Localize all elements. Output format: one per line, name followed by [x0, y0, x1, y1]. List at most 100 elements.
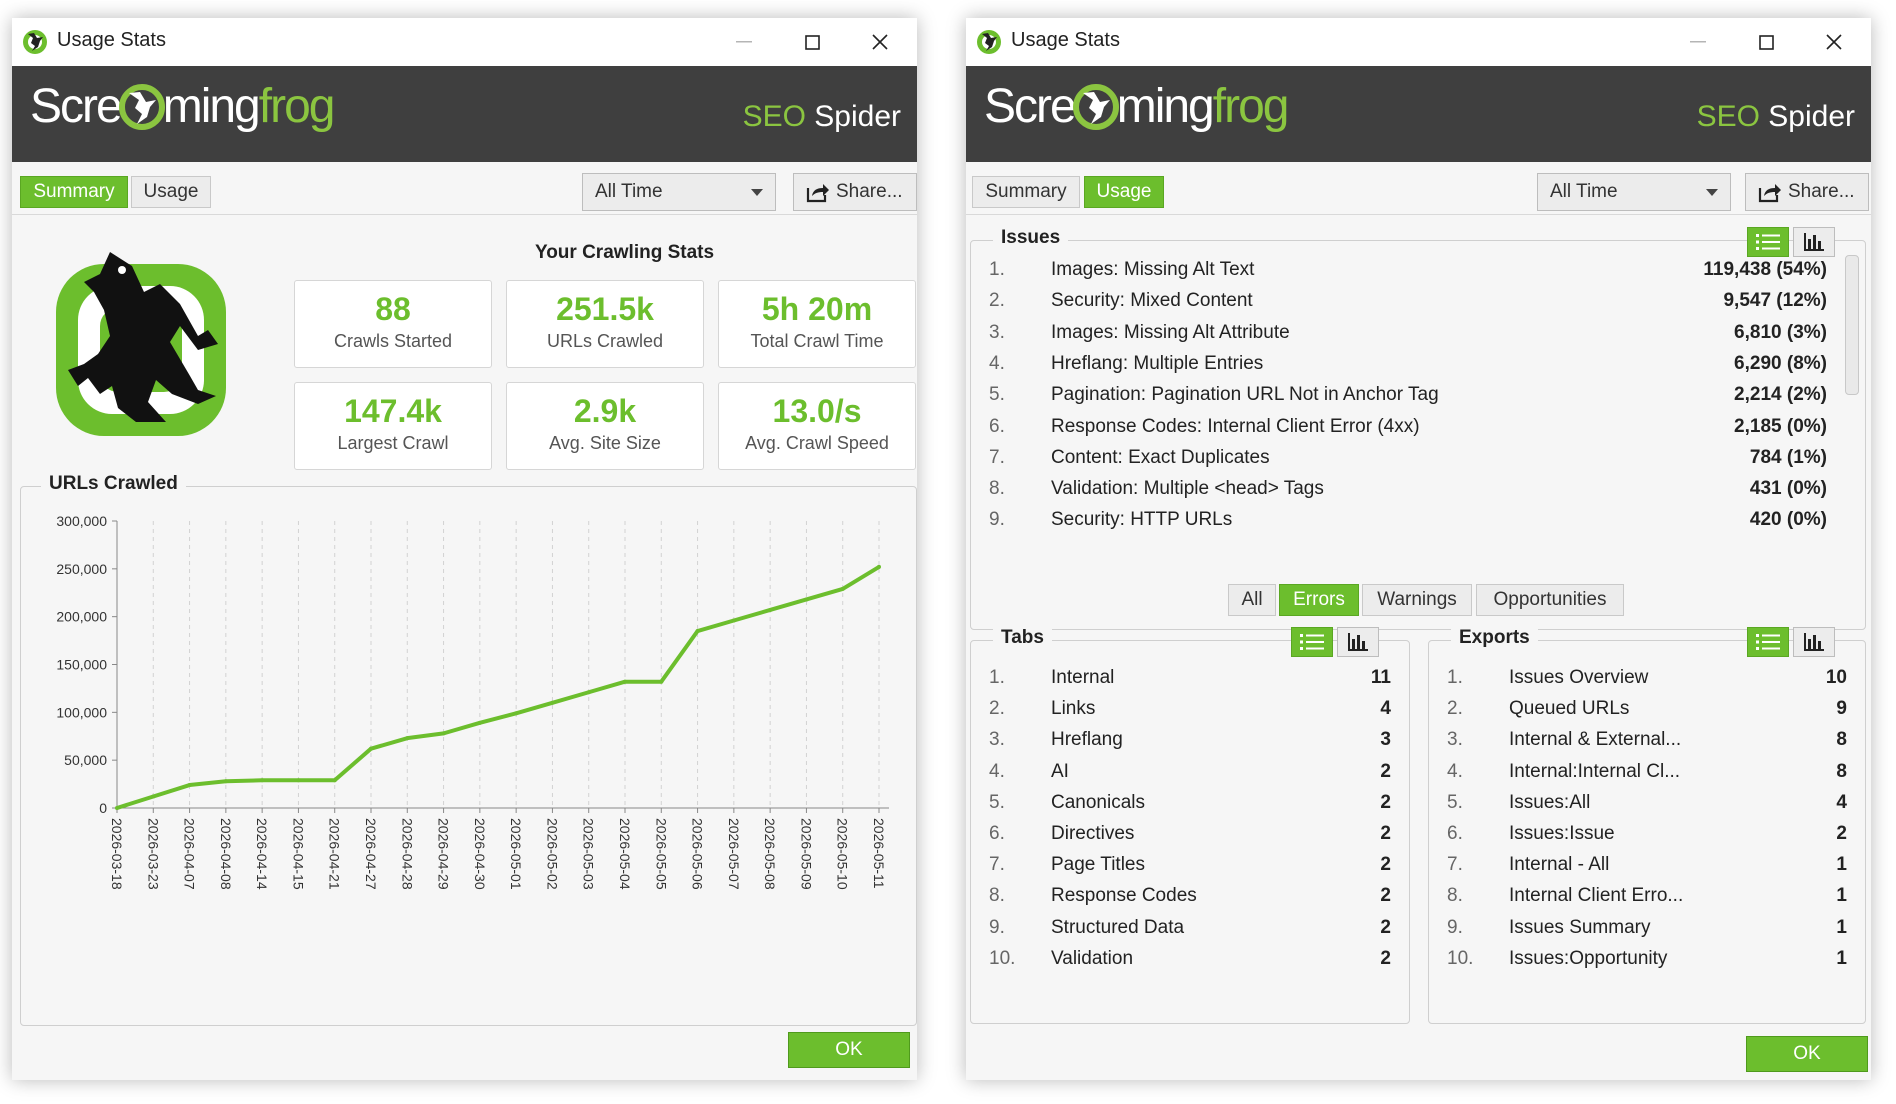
maximize-button[interactable]: [1743, 24, 1789, 60]
row-number: 4.: [989, 760, 1005, 782]
minimize-button[interactable]: [721, 24, 767, 60]
row-label: Issues Summary: [1509, 916, 1651, 938]
list-view-button[interactable]: [1747, 227, 1789, 257]
issue-row[interactable]: 8. Validation: Multiple <head> Tags 431 (0…: [971, 478, 1865, 509]
tab-row[interactable]: 2. Links 4: [971, 698, 1409, 729]
tab-summary[interactable]: Summary: [972, 176, 1080, 208]
row-number: 9.: [1447, 916, 1463, 938]
filter-errors[interactable]: Errors: [1279, 584, 1359, 616]
data-point: [441, 731, 446, 736]
row-count: 3: [1380, 729, 1391, 751]
data-point: [514, 711, 519, 716]
data-point: [768, 607, 773, 612]
issue-row[interactable]: 7. Content: Exact Duplicates 784 (1%): [971, 447, 1865, 478]
export-row[interactable]: 8. Internal Client Erro... 1: [1429, 885, 1865, 916]
y-tick-label: 300,000: [56, 513, 107, 529]
issue-row[interactable]: 2. Security: Mixed Content 9,547 (12%): [971, 290, 1865, 321]
issue-row[interactable]: 9. Security: HTTP URLs 420 (0%): [971, 509, 1865, 540]
row-count: 2: [1380, 885, 1391, 907]
title-bar: Usage Stats: [966, 18, 1871, 66]
x-tick-label: 2026-05-03: [581, 818, 597, 890]
chart-view-button[interactable]: [1793, 227, 1835, 257]
row-label: Directives: [1051, 823, 1135, 844]
share-button[interactable]: Share...: [793, 173, 917, 211]
frog-logo-icon: [1072, 84, 1119, 130]
row-number: 2.: [989, 698, 1005, 720]
filter-all[interactable]: All: [1228, 584, 1276, 616]
row-label: Internal - All: [1509, 854, 1610, 876]
period-select-value: All Time: [595, 181, 663, 202]
row-count: 2: [1380, 947, 1391, 969]
chart-view-button[interactable]: [1793, 627, 1835, 657]
filter-warnings[interactable]: Warnings: [1362, 584, 1472, 616]
stat-label: URLs Crawled: [546, 331, 664, 351]
export-row[interactable]: 10. Issues:Opportunity 1: [1429, 948, 1865, 979]
tab-summary[interactable]: Summary: [20, 176, 128, 208]
x-tick-label: 2026-04-27: [363, 818, 379, 890]
tab-row[interactable]: 1. Internal 11: [971, 667, 1409, 698]
x-tick-label: 2026-05-09: [798, 818, 814, 890]
issue-row[interactable]: 4. Hreflang: Multiple Entries 6,290 (8%): [971, 353, 1865, 384]
x-tick-label: 2026-05-05: [653, 818, 669, 890]
x-tick-label: 2026-04-28: [399, 818, 415, 890]
stat-label: Avg. Site Size: [549, 433, 661, 453]
tab-row[interactable]: 3. Hreflang 3: [971, 729, 1409, 760]
issues-scrollbar[interactable]: [1845, 255, 1859, 395]
tab-row[interactable]: 9. Structured Data 2: [971, 917, 1409, 948]
data-point: [477, 720, 482, 725]
frog-logo-icon: [118, 84, 165, 130]
tab-row[interactable]: 10. Validation 2: [971, 948, 1409, 979]
row-count: 420 (0%): [1749, 509, 1827, 531]
filter-opportunities[interactable]: Opportunities: [1476, 584, 1624, 616]
chart-view-button[interactable]: [1337, 627, 1379, 657]
export-row[interactable]: 6. Issues:Issue 2: [1429, 823, 1865, 854]
export-row[interactable]: 9. Issues Summary 1: [1429, 917, 1865, 948]
export-row[interactable]: 3. Internal & External... 8: [1429, 729, 1865, 760]
maximize-button[interactable]: [789, 24, 835, 60]
export-row[interactable]: 7. Internal - All 1: [1429, 854, 1865, 885]
export-row[interactable]: 5. Issues:All 4: [1429, 792, 1865, 823]
list-view-icon: [1756, 634, 1780, 650]
minimize-button[interactable]: [1675, 24, 1721, 60]
tab-row[interactable]: 8. Response Codes 2: [971, 885, 1409, 916]
export-row[interactable]: 4. Internal:Internal Cl... 8: [1429, 761, 1865, 792]
export-row[interactable]: 2. Queued URLs 9: [1429, 698, 1865, 729]
list-view-button[interactable]: [1291, 627, 1333, 657]
issue-row[interactable]: 5. Pagination: Pagination URL Not in Anch…: [971, 384, 1865, 415]
data-point: [623, 679, 627, 684]
close-icon: [1826, 34, 1842, 50]
stat-value: 5h 20m: [761, 291, 873, 327]
ok-button[interactable]: OK: [788, 1032, 910, 1068]
tab-usage[interactable]: Usage: [131, 176, 211, 208]
tab-row[interactable]: 6. Directives 2: [971, 823, 1409, 854]
tab-row[interactable]: 7. Page Titles 2: [971, 854, 1409, 885]
stat-label: Largest Crawl: [337, 433, 449, 453]
row-number: 6.: [989, 823, 1005, 844]
tab-row[interactable]: 5. Canonicals 2: [971, 792, 1409, 823]
share-label: Share...: [1788, 181, 1855, 202]
period-select[interactable]: All Time: [582, 173, 776, 211]
data-point: [804, 597, 809, 602]
ok-button[interactable]: OK: [1746, 1036, 1868, 1072]
period-select[interactable]: All Time: [1537, 173, 1731, 211]
x-tick-label: 2026-03-23: [145, 818, 161, 890]
tab-row[interactable]: 4. AI 2: [971, 761, 1409, 792]
row-count: 4: [1380, 698, 1391, 720]
share-button[interactable]: Share...: [1745, 173, 1869, 211]
row-number: 1.: [1447, 667, 1463, 688]
export-row[interactable]: 1. Issues Overview 10: [1429, 667, 1865, 698]
x-tick-label: 2026-04-15: [290, 818, 306, 890]
tab-usage[interactable]: Usage: [1084, 176, 1164, 208]
row-number: 6.: [989, 415, 1005, 437]
x-tick-label: 2026-05-04: [617, 818, 633, 890]
issue-row[interactable]: 6. Response Codes: Internal Client Error …: [971, 416, 1865, 447]
list-view-button[interactable]: [1747, 627, 1789, 657]
row-count: 2: [1380, 760, 1391, 782]
close-button[interactable]: [857, 24, 903, 60]
data-point: [332, 778, 337, 783]
issue-row[interactable]: 1. Images: Missing Alt Text 119,438 (54%): [971, 259, 1865, 290]
row-label: Canonicals: [1051, 791, 1145, 813]
row-number: 10.: [1447, 947, 1474, 969]
issue-row[interactable]: 3. Images: Missing Alt Attribute 6,810 (3%…: [971, 322, 1865, 353]
close-button[interactable]: [1811, 24, 1857, 60]
